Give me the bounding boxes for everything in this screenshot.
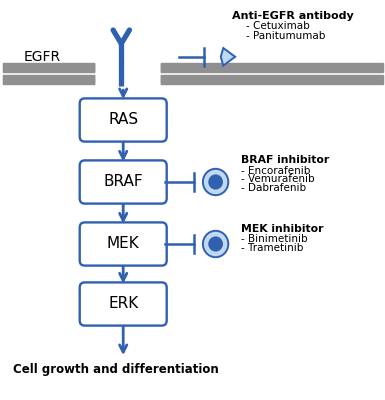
Text: BRAF inhibitor: BRAF inhibitor: [241, 155, 329, 165]
FancyBboxPatch shape: [80, 160, 167, 204]
FancyBboxPatch shape: [80, 282, 167, 326]
FancyBboxPatch shape: [80, 98, 167, 142]
Text: - Dabrafenib: - Dabrafenib: [241, 182, 306, 192]
Text: - Encorafenib: - Encorafenib: [241, 166, 310, 176]
Text: Anti-EGFR antibody: Anti-EGFR antibody: [232, 11, 353, 21]
Text: BRAF: BRAF: [104, 174, 143, 190]
Polygon shape: [221, 48, 235, 66]
Circle shape: [203, 231, 228, 257]
FancyBboxPatch shape: [161, 75, 384, 85]
Circle shape: [203, 169, 228, 195]
FancyBboxPatch shape: [3, 75, 95, 85]
Text: ERK: ERK: [108, 296, 138, 312]
Text: - Trametinib: - Trametinib: [241, 242, 303, 253]
Text: - Panitumumab: - Panitumumab: [246, 31, 326, 41]
Text: MEK: MEK: [107, 236, 140, 252]
Text: - Cetuximab: - Cetuximab: [246, 21, 310, 31]
Circle shape: [208, 236, 223, 252]
FancyBboxPatch shape: [80, 222, 167, 266]
Text: Cell growth and differentiation: Cell growth and differentiation: [13, 364, 218, 376]
Circle shape: [208, 174, 223, 190]
Text: - Binimetinib: - Binimetinib: [241, 234, 307, 244]
Text: - Vemurafenib: - Vemurafenib: [241, 174, 314, 184]
FancyBboxPatch shape: [161, 63, 384, 73]
Text: RAS: RAS: [108, 112, 138, 128]
Text: EGFR: EGFR: [24, 50, 61, 64]
FancyBboxPatch shape: [3, 63, 95, 73]
Text: MEK inhibitor: MEK inhibitor: [241, 224, 323, 234]
